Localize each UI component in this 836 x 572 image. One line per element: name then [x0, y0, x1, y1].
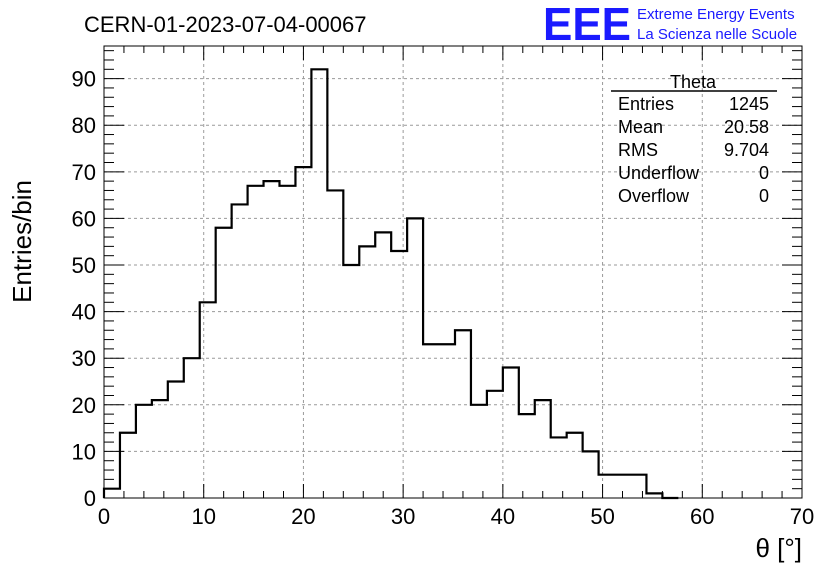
x-tick-label: 70 — [790, 504, 814, 529]
x-tick-label: 10 — [191, 504, 215, 529]
x-tick-label: 20 — [291, 504, 315, 529]
y-tick-label: 0 — [84, 486, 96, 511]
y-tick-label: 90 — [72, 67, 96, 92]
histogram-step-line — [102, 68, 679, 500]
stats-value: 1245 — [729, 94, 769, 114]
stats-title: Theta — [670, 72, 717, 92]
y-tick-label: 10 — [72, 439, 96, 464]
y-tick-label: 60 — [72, 206, 96, 231]
logo-line-2: La Scienza nelle Scuole — [637, 26, 797, 43]
stats-label: Entries — [618, 94, 674, 114]
stats-label: Mean — [618, 117, 663, 137]
x-tick-label: 40 — [491, 504, 515, 529]
stats-value: 20.58 — [724, 117, 769, 137]
stats-value: 9.704 — [724, 140, 769, 160]
stats-label: Underflow — [618, 163, 700, 183]
stats-label: Overflow — [618, 186, 690, 206]
stats-value: 0 — [759, 163, 769, 183]
stats-label: RMS — [618, 140, 658, 160]
stats-value: 0 — [759, 186, 769, 206]
x-tick-labels: 0 10 20 30 40 50 60 70 — [98, 504, 814, 529]
y-tick-label: 80 — [72, 113, 96, 138]
x-axis-label: θ [°] — [755, 533, 802, 563]
y-tick-label: 70 — [72, 160, 96, 185]
chart-title: CERN-01-2023-07-04-00067 — [84, 12, 367, 37]
y-axis-label: Entries/bin — [7, 180, 37, 303]
x-tick-label: 60 — [690, 504, 714, 529]
y-tick-label: 50 — [72, 253, 96, 278]
logo-mark: EEE — [543, 0, 631, 50]
y-tick-label: 20 — [72, 393, 96, 418]
y-tick-label: 30 — [72, 346, 96, 371]
x-tick-label: 50 — [590, 504, 614, 529]
logo-line-1: Extreme Energy Events — [637, 6, 795, 23]
y-tick-label: 40 — [72, 300, 96, 325]
axis-ticks — [103, 46, 803, 499]
stats-box: Theta Entries 1245 Mean 20.58 RMS 9.704 Underf… — [611, 72, 777, 206]
x-tick-label: 30 — [391, 504, 415, 529]
x-tick-label: 0 — [98, 504, 110, 529]
grid-lines — [104, 46, 802, 498]
plot-frame — [103, 45, 803, 499]
y-tick-labels: 0 10 20 30 40 50 60 70 80 90 — [72, 67, 96, 511]
eee-logo: EEE Extreme Energy Events La Scienza nel… — [543, 0, 797, 50]
